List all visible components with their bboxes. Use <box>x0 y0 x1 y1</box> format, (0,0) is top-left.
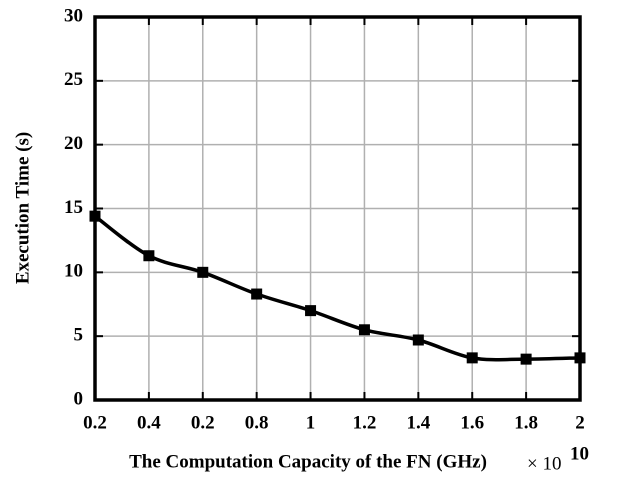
y-tick-label: 0 <box>74 388 84 409</box>
x-tick-label: 0.8 <box>245 412 269 433</box>
data-marker <box>143 250 155 262</box>
data-line <box>93 214 581 362</box>
x-axis-label: The Computation Capacity of the FN (GHz) <box>129 451 487 472</box>
y-tick-label: 15 <box>64 197 83 218</box>
data-marker <box>89 210 101 222</box>
x-multiplier: × 10 <box>527 453 561 474</box>
y-tick-label: 25 <box>64 69 83 90</box>
data-marker <box>412 334 424 346</box>
x-tick-label: 1.2 <box>353 412 377 433</box>
data-marker <box>574 352 586 364</box>
x-tick-label: 0.2 <box>83 412 107 433</box>
x-tick-label: 0.4 <box>137 412 161 433</box>
data-marker <box>251 288 263 300</box>
y-tick-label: 5 <box>74 325 84 346</box>
data-marker <box>520 353 532 365</box>
y-tick-label: 10 <box>64 261 83 282</box>
x-tick-label: 1 <box>306 412 316 433</box>
x-tick-label: 1.6 <box>460 412 484 433</box>
y-tick-label: 20 <box>64 133 83 154</box>
x-tick-label: 1.8 <box>514 412 538 433</box>
data-marker <box>466 352 478 364</box>
data-marker <box>358 324 370 336</box>
plot-frame <box>93 15 582 402</box>
y-axis-label: Execution Time (s) <box>12 132 33 284</box>
x-tick-label: 1.4 <box>406 412 430 433</box>
data-marker <box>197 266 209 278</box>
x-tick-label: 0.2 <box>191 412 215 433</box>
x-tick-label: 2 <box>575 412 585 433</box>
data-marker <box>305 305 317 317</box>
x-multiplier-exponent: 10 <box>570 443 589 464</box>
y-tick-label: 30 <box>64 5 83 26</box>
